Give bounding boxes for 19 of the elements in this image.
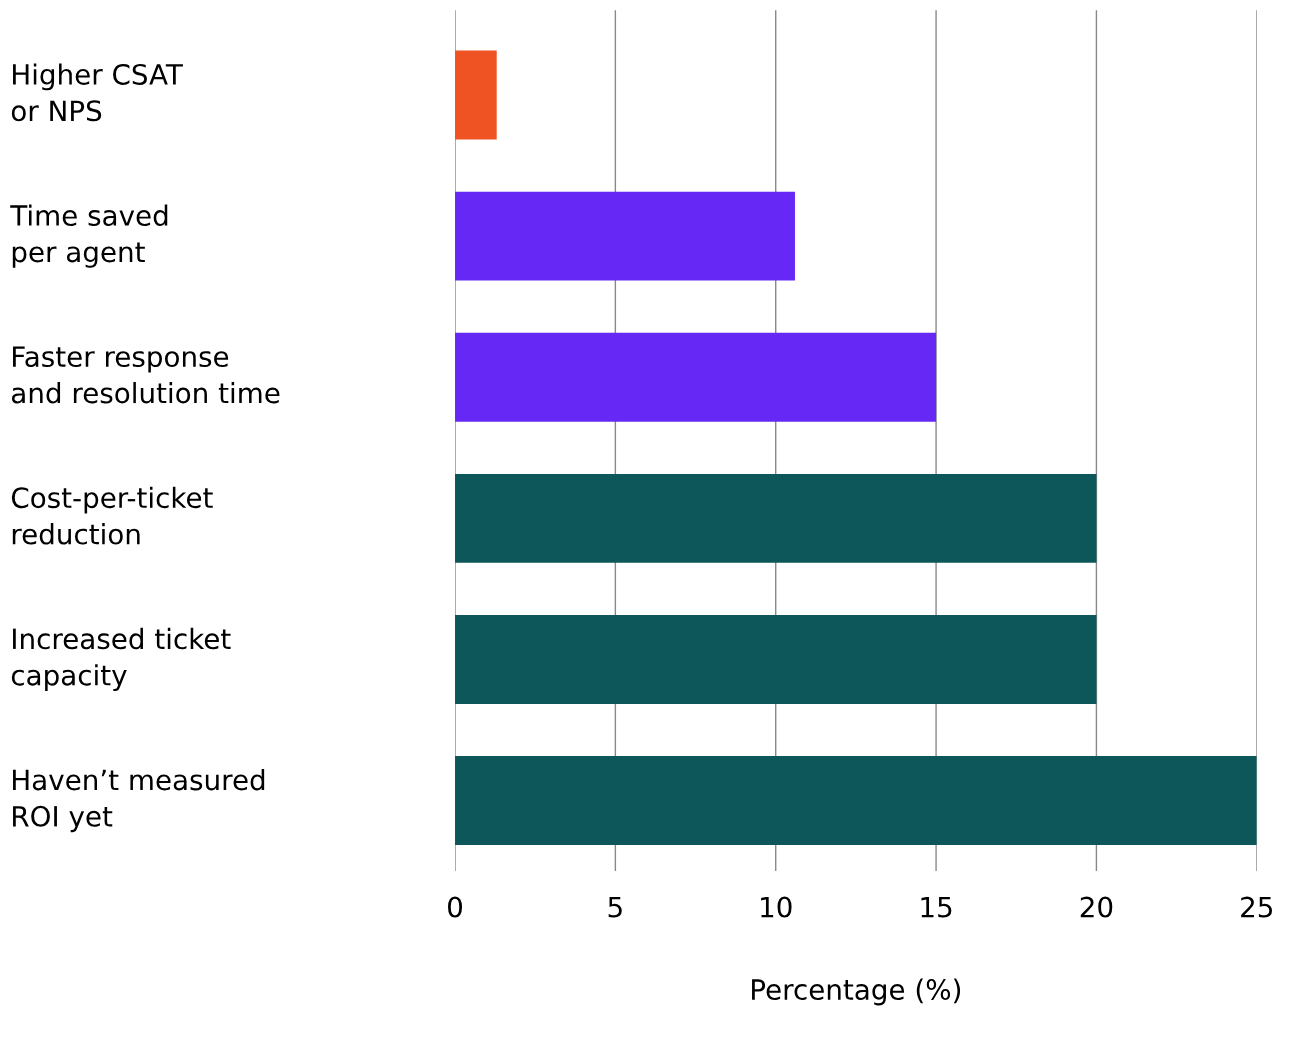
x-axis-title: Percentage (%) <box>752 978 961 1006</box>
bar <box>455 473 1097 563</box>
x-tick-label: 25 <box>1241 896 1273 918</box>
bar <box>455 756 1257 845</box>
x-tick-label: 10 <box>761 896 792 918</box>
x-tick-label: 5 <box>608 896 622 918</box>
x-tick-label: 0 <box>448 896 463 918</box>
bar <box>455 332 937 422</box>
x-tick-label: 20 <box>1080 896 1113 918</box>
y-tick-label: Higher CSAT or NPS <box>11 63 183 122</box>
y-tick-label: Cost-per-ticket reduction <box>11 486 213 545</box>
bar <box>455 614 1097 704</box>
y-tick-label: Faster response and resolution time <box>11 346 280 404</box>
bar <box>455 50 497 140</box>
bar <box>455 191 795 281</box>
y-tick-label: Haven’t measured ROI yet <box>13 768 265 833</box>
y-tick-label: Time saved per agent <box>10 204 168 268</box>
y-tick-label: Increased ticket capacity <box>11 627 231 692</box>
x-tick-label: 15 <box>921 896 952 918</box>
